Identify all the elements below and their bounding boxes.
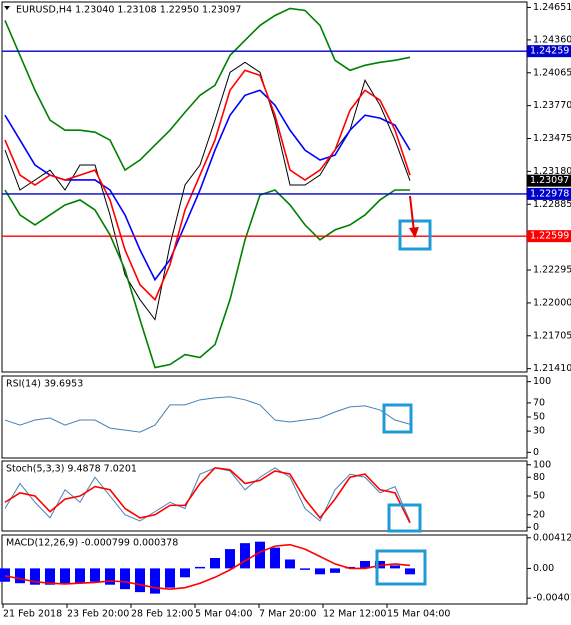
series-line [4, 467, 411, 524]
y-tick-label: -0.004013 [533, 593, 571, 604]
x-tick-label: 21 Feb 2018 [3, 609, 62, 620]
y-tick-label: 1.21705 [533, 330, 571, 341]
series-line [4, 396, 411, 433]
histogram-bar [75, 568, 85, 584]
y-tick-label: 20 [533, 509, 545, 520]
histogram-bar [330, 568, 340, 573]
y-tick-label: 1.23180 [533, 166, 571, 177]
histogram-bar [180, 568, 190, 578]
y-tick-label: 70 [533, 397, 545, 408]
y-tick-label: 0.00 [533, 563, 554, 574]
histogram-bar [300, 568, 310, 570]
series-line [4, 189, 410, 369]
histogram-bar [60, 568, 70, 584]
y-tick-label: 1.24360 [533, 34, 571, 45]
histogram-bar [210, 558, 220, 569]
histogram-bar [165, 568, 175, 588]
x-tick-label: 23 Feb 20:00 [67, 609, 129, 620]
histogram-bar [195, 566, 205, 569]
highlight-box [398, 219, 432, 251]
y-tick-label: 1.24651 [533, 2, 571, 13]
y-tick-label: 1.23770 [533, 100, 571, 111]
series-line [4, 89, 411, 282]
highlight-box [387, 503, 422, 533]
menu-arrow [4, 6, 10, 10]
series-line [4, 7, 411, 172]
histogram-bar [225, 549, 235, 569]
panel-title: EURUSD,H4 1.23040 1.23108 1.22950 1.2309… [16, 5, 241, 16]
level-label: 1.22599 [530, 231, 569, 242]
histogram-bar [270, 547, 280, 569]
y-tick-label: 100 [533, 376, 551, 387]
panel-title: RSI(14) 39.6953 [6, 379, 83, 390]
level-label-box [527, 187, 571, 200]
y-tick-label: 50 [533, 412, 545, 423]
histogram-bar [150, 568, 160, 594]
highlight-box [382, 403, 413, 434]
panel-title: Stoch(5,3,3) 9.4878 7.0201 [6, 464, 137, 475]
y-tick-label: 50 [533, 491, 545, 502]
y-tick-label: 100 [533, 459, 551, 470]
panel-title: MACD(12,26,9) -0.000799 0.000378 [6, 538, 178, 549]
x-tick-label: 15 Mar 04:00 [387, 609, 450, 620]
y-tick-label: 1.24065 [533, 67, 571, 78]
histogram-bar [360, 560, 370, 569]
price-label: 1.23097 [530, 175, 569, 186]
level-label: 1.24259 [530, 46, 569, 57]
arrow [409, 195, 415, 233]
y-tick-label: 1.22000 [533, 297, 571, 308]
histogram-bar [255, 541, 265, 569]
histogram-bar [285, 559, 295, 569]
level-label-box [527, 230, 571, 243]
x-tick-label: 28 Feb 12:00 [131, 609, 193, 620]
y-tick-label: 0.004125 [533, 532, 571, 543]
y-tick-label: 1.22295 [533, 265, 571, 276]
histogram-bar [90, 568, 100, 582]
level-label: 1.22978 [530, 188, 569, 199]
histogram-bar [405, 568, 415, 575]
y-tick-label: 0 [533, 447, 539, 458]
price-label-box [527, 174, 571, 187]
histogram-bar [120, 568, 130, 590]
histogram-bar [15, 568, 25, 584]
histogram-bar [390, 565, 400, 569]
signal-line [4, 543, 411, 590]
panel-frame [1, 460, 528, 532]
arrow-head [409, 227, 419, 238]
histogram-bar [240, 543, 250, 569]
y-tick-label: 1.22885 [533, 199, 571, 210]
series-line [4, 69, 411, 302]
panel-frame [1, 375, 528, 459]
x-tick-label: 12 Mar 12:00 [323, 609, 386, 620]
histogram-bar [315, 568, 325, 575]
panel-frame [1, 1, 528, 373]
x-tick-label: 5 Mar 04:00 [195, 609, 252, 620]
histogram-bar [0, 568, 10, 582]
histogram-bar [135, 568, 145, 593]
y-tick-label: 30 [533, 426, 545, 437]
histogram-bar [105, 568, 115, 585]
level-label-box [527, 45, 571, 58]
histogram-bar [45, 568, 55, 585]
histogram-bar [30, 568, 40, 585]
y-tick-label: 1.21410 [533, 363, 571, 374]
y-tick-label: 1.23475 [533, 133, 571, 144]
highlight-box [375, 549, 427, 586]
x-tick-label: 7 Mar 20:00 [259, 609, 316, 620]
y-tick-label: 80 [533, 472, 545, 483]
y-tick-label: 0 [533, 522, 539, 533]
series-line [4, 467, 411, 522]
